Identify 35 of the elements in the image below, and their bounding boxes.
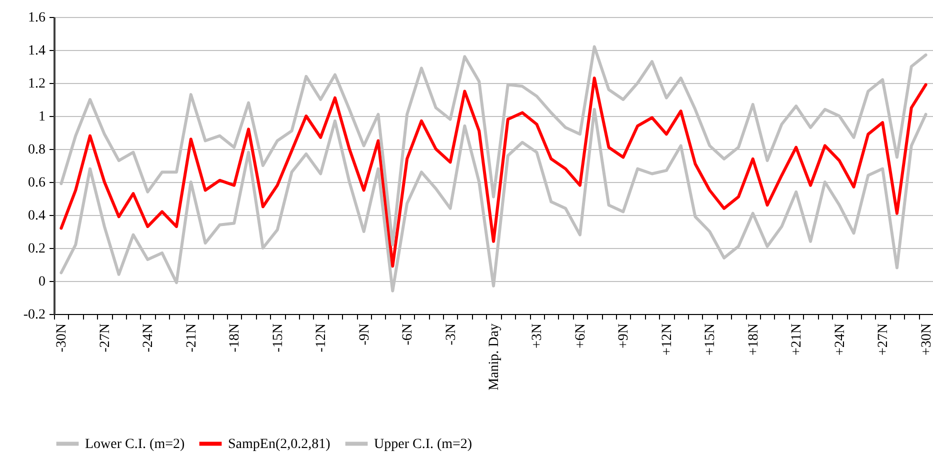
y-tick-label: 0.8 bbox=[28, 142, 46, 158]
x-tick-label: -27N bbox=[98, 324, 113, 352]
legend-label: SampEn(2,0.2,81) bbox=[228, 436, 331, 452]
x-tick-label: +6N bbox=[573, 324, 588, 349]
x-tick-label: +9N bbox=[616, 324, 632, 349]
x-tick-label: +15N bbox=[703, 324, 718, 356]
y-tick-label: 1.6 bbox=[28, 10, 46, 26]
y-tick-label: 0.2 bbox=[28, 242, 46, 256]
y-tick-label: 0.6 bbox=[28, 176, 46, 190]
x-tick-label: Manip. Day bbox=[487, 324, 502, 390]
x-tick-label: -15N bbox=[270, 324, 286, 352]
x-tick-label: -12N bbox=[314, 324, 330, 352]
y-tick-label: 1.2 bbox=[28, 76, 46, 92]
y-tick-label: 0 bbox=[38, 274, 46, 290]
x-tick-label: +3N bbox=[530, 324, 546, 349]
y-tick-label: -0.2 bbox=[23, 308, 46, 322]
x-tick-label: -3N bbox=[444, 324, 459, 346]
line-series bbox=[60, 76, 928, 268]
legend-label: Lower C.I. (m=2) bbox=[85, 436, 185, 452]
x-tick-label: +21N bbox=[790, 324, 805, 356]
x-tick-label: +30N bbox=[919, 324, 933, 356]
y-tick-label: 1.4 bbox=[28, 44, 46, 58]
x-tick-label: -18N bbox=[228, 324, 243, 352]
y-tick-label: 0.4 bbox=[28, 208, 46, 224]
x-tick-label: -30N bbox=[54, 324, 70, 352]
x-tick-label: +27N bbox=[876, 324, 892, 356]
x-tick-label: +24N bbox=[832, 324, 848, 356]
x-tick-label: -9N bbox=[357, 324, 372, 346]
x-tick-label: -24N bbox=[141, 324, 156, 352]
x-tick-label: +18N bbox=[746, 324, 762, 356]
legend-label: Upper C.I. (m=2) bbox=[374, 436, 472, 452]
x-tick-label: -21N bbox=[184, 324, 200, 352]
y-tick-label: 1 bbox=[38, 110, 46, 124]
x-tick-label: -6N bbox=[400, 324, 416, 346]
x-tick-label: +12N bbox=[660, 324, 675, 356]
